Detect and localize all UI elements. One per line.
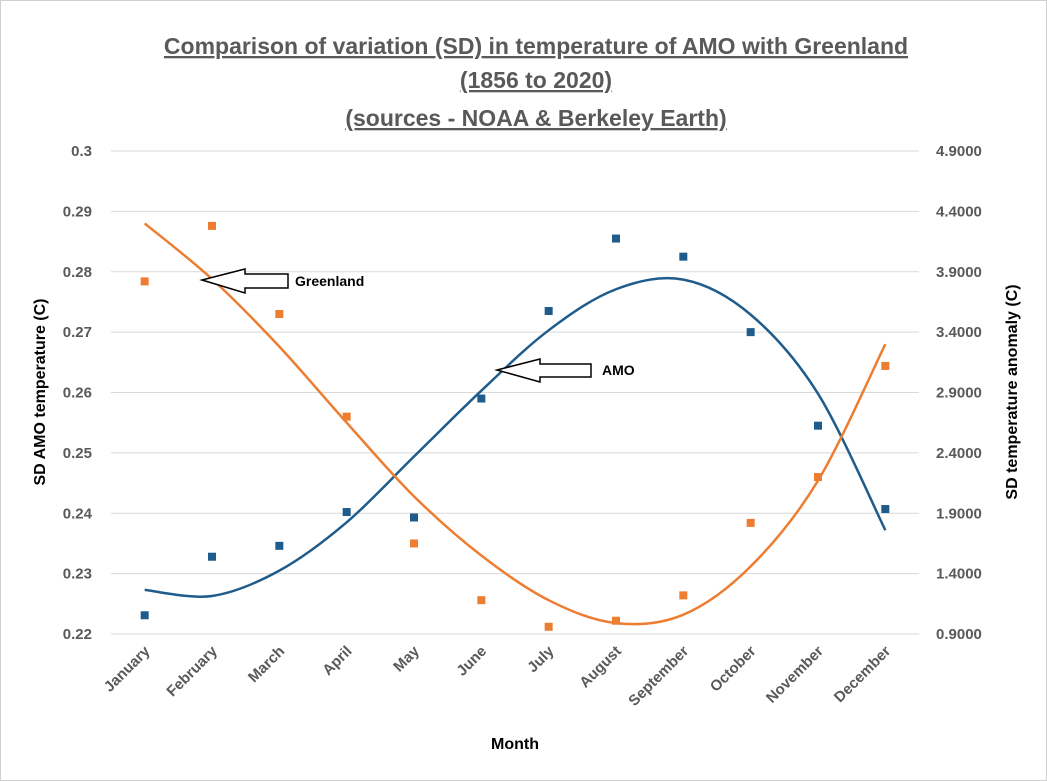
greenland-data-point <box>140 277 149 286</box>
right-tick-label: 2.9000 <box>936 385 982 402</box>
greenland-data-point <box>342 412 351 421</box>
greenland-data-point <box>746 518 755 527</box>
left-tick-label: 0.3 <box>71 143 92 160</box>
greenland-data-point <box>679 591 688 600</box>
x-axis-ticks: January February March April May June July Augu… <box>101 642 894 709</box>
greenland-data-point <box>410 539 418 548</box>
amo-data-point <box>342 508 351 517</box>
amo-data-point <box>275 541 284 550</box>
x-tick-label: June <box>453 643 490 680</box>
x-tick-label: February <box>163 642 221 700</box>
x-tick-label: October <box>707 643 760 696</box>
x-tick-label: September <box>625 643 692 710</box>
x-tick-label: July <box>524 642 558 676</box>
right-tick-label: 1.4000 <box>936 566 982 583</box>
x-axis-title: Month <box>491 736 539 753</box>
amo-data-point <box>140 611 149 620</box>
chart-title-line-2: (1856 to 2020) <box>460 67 612 93</box>
left-tick-label: 0.22 <box>63 626 92 643</box>
greenland-data-point <box>544 622 553 631</box>
greenland-data-point <box>814 473 822 482</box>
chart-title-line-3: (sources - NOAA & Berkeley Earth) <box>345 105 726 131</box>
amo-data-point <box>208 552 216 561</box>
left-tick-label: 0.27 <box>63 324 92 341</box>
chart-title-line-1: Comparison of variation (SD) in temperat… <box>164 33 908 59</box>
x-tick-label: August <box>576 643 625 692</box>
right-tick-label: 2.4000 <box>936 445 982 462</box>
amo-data-point <box>881 505 890 514</box>
left-tick-label: 0.29 <box>63 203 92 220</box>
amo-annotation-label: AMO <box>602 362 635 378</box>
greenland-annotation-label: Greenland <box>295 273 364 289</box>
right-tick-label: 4.4000 <box>936 203 982 220</box>
x-tick-label: March <box>245 643 288 686</box>
amo-data-point <box>814 421 822 430</box>
x-tick-label: April <box>319 643 355 679</box>
right-tick-label: 0.9000 <box>936 626 982 643</box>
right-axis-ticks: 0.9000 1.4000 1.9000 2.4000 2.9000 3.4000 3.90… <box>936 143 982 643</box>
right-axis-title: SD temperature anomaly (C) <box>1004 284 1021 499</box>
x-tick-label: May <box>390 642 423 675</box>
greenland-trendline <box>143 222 887 626</box>
amo-data-point <box>544 306 553 315</box>
x-tick-label: January <box>101 642 154 695</box>
left-axis-ticks: 0.22 0.23 0.24 0.25 0.26 0.27 0.28 0.29 0.3 <box>63 143 93 643</box>
x-tick-label: November <box>763 643 827 707</box>
trendlines <box>143 222 887 626</box>
amo-data-point <box>410 513 418 522</box>
left-tick-label: 0.24 <box>63 505 93 522</box>
annotations: Greenland AMO <box>199 268 635 383</box>
left-tick-label: 0.28 <box>63 264 92 281</box>
greenland-data-point <box>275 310 284 319</box>
right-tick-label: 3.9000 <box>936 264 982 281</box>
chart-title: Comparison of variation (SD) in temperat… <box>164 33 908 131</box>
x-tick-label: December <box>831 643 894 706</box>
gridlines <box>111 150 919 635</box>
greenland-data-point <box>612 616 620 625</box>
amo-trendline <box>144 276 887 598</box>
right-tick-label: 4.9000 <box>936 143 982 160</box>
right-tick-label: 3.4000 <box>936 324 982 341</box>
greenland-arrow <box>199 268 289 295</box>
greenland-data-point <box>881 361 890 370</box>
left-tick-label: 0.26 <box>63 385 92 402</box>
left-axis-title: SD AMO temperature (C) <box>32 299 49 486</box>
amo-arrow <box>494 358 592 383</box>
amo-data-point <box>612 234 620 243</box>
amo-data-point <box>746 328 755 337</box>
data-points <box>140 221 890 631</box>
greenland-data-point <box>208 221 216 230</box>
left-tick-label: 0.25 <box>63 445 92 462</box>
greenland-data-point <box>477 596 486 605</box>
right-tick-label: 1.9000 <box>936 505 982 522</box>
amo-data-point <box>679 252 688 261</box>
amo-data-point <box>477 394 486 403</box>
left-tick-label: 0.23 <box>63 566 92 583</box>
